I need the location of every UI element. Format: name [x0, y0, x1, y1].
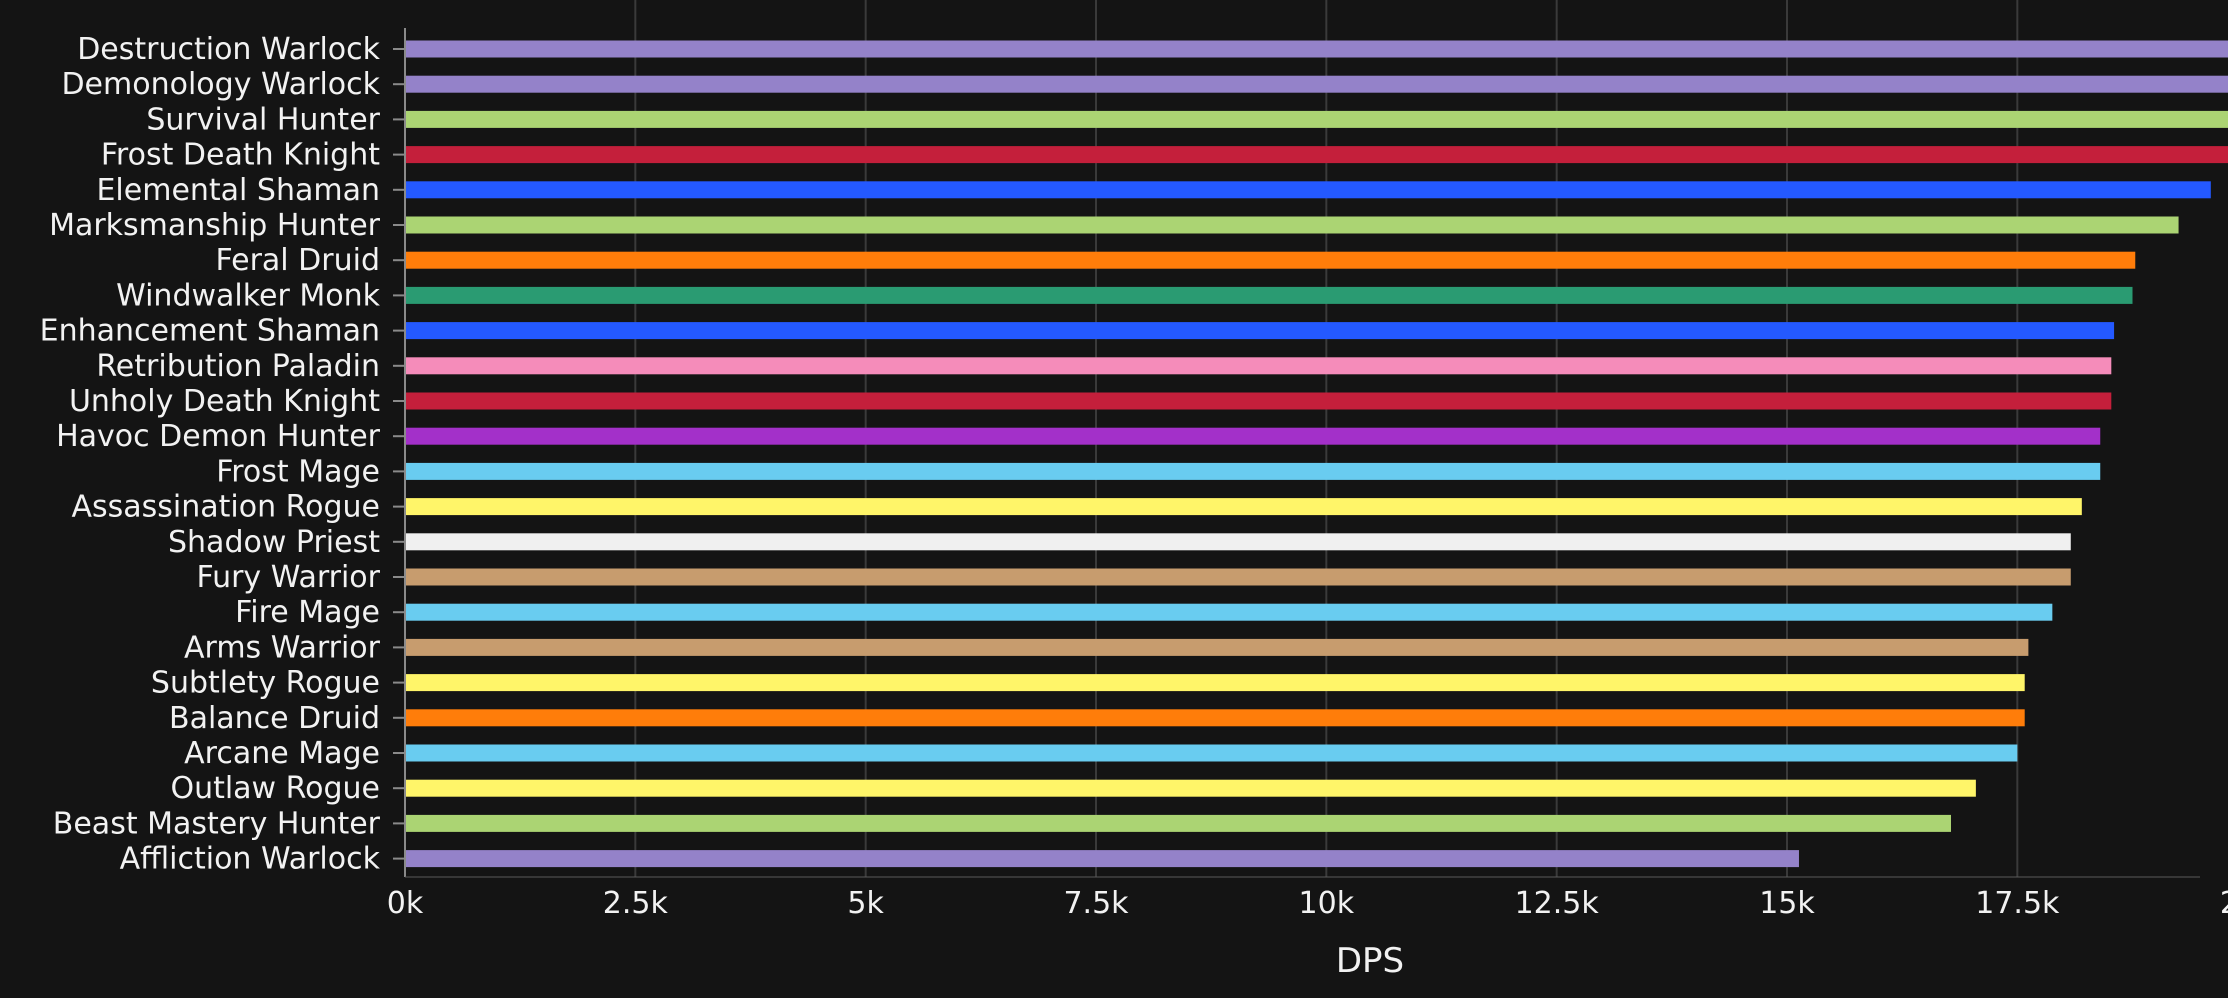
bar	[405, 251, 2136, 269]
x-tick-label: 20k	[2220, 886, 2228, 921]
category-label: Beast Mastery Hunter	[53, 806, 381, 841]
axes	[393, 28, 2200, 878]
bar	[405, 427, 2101, 445]
bar	[405, 850, 1799, 868]
category-label: Havoc Demon Hunter	[56, 419, 381, 454]
bar	[405, 744, 2018, 762]
bar	[405, 462, 2101, 480]
bar	[405, 322, 2115, 340]
category-label: Destruction Warlock	[77, 32, 380, 67]
bar	[405, 638, 2029, 656]
category-label: Subtlety Rogue	[151, 666, 380, 701]
bar	[405, 814, 1951, 832]
bar	[405, 357, 2112, 375]
category-label: Windwalker Monk	[116, 278, 381, 313]
category-label: Enhancement Shaman	[40, 314, 380, 349]
bar	[405, 146, 2228, 164]
category-label: Fury Warrior	[196, 560, 380, 595]
category-label: Marksmanship Hunter	[49, 208, 381, 243]
bars	[405, 40, 2228, 868]
category-label: Frost Mage	[216, 454, 380, 489]
bar	[405, 603, 2053, 621]
category-label: Arms Warrior	[184, 630, 381, 665]
x-tick-label: 12.5k	[1515, 886, 1600, 921]
bar	[405, 216, 2179, 234]
category-label: Unholy Death Knight	[69, 384, 380, 419]
x-tick-label: 17.5k	[1975, 886, 2060, 921]
category-label: Affliction Warlock	[120, 842, 381, 877]
x-tick-label: 15k	[1759, 886, 1815, 921]
x-tick-label: 10k	[1299, 886, 1355, 921]
bar	[405, 181, 2211, 199]
bar	[405, 674, 2025, 692]
bar	[405, 40, 2228, 58]
bar	[405, 392, 2112, 410]
category-label: Fire Mage	[235, 595, 380, 630]
category-label: Outlaw Rogue	[170, 771, 380, 806]
category-label: Feral Druid	[216, 243, 381, 278]
bar	[405, 498, 2082, 516]
x-tick-label: 7.5k	[1063, 886, 1129, 921]
x-tick-label: 2.5k	[603, 886, 669, 921]
bar	[405, 779, 1976, 797]
bar	[405, 533, 2071, 551]
category-label: Retribution Paladin	[96, 349, 380, 384]
bar	[405, 110, 2228, 128]
bar	[405, 286, 2133, 304]
bar	[405, 75, 2228, 93]
bar	[405, 709, 2025, 727]
category-label: Assassination Rogue	[71, 490, 380, 525]
category-label: Elemental Shaman	[96, 173, 380, 208]
category-label: Survival Hunter	[146, 102, 380, 137]
category-label: Balance Druid	[169, 701, 380, 736]
category-label: Frost Death Knight	[101, 138, 380, 173]
x-tick-label: 5k	[847, 886, 884, 921]
category-label: Shadow Priest	[168, 525, 380, 560]
bar	[405, 568, 2071, 586]
category-label: Demonology Warlock	[61, 67, 380, 102]
x-tick-label: 0k	[387, 886, 424, 921]
category-label: Arcane Mage	[184, 736, 380, 771]
x-axis-title: DPS	[1336, 941, 1404, 981]
